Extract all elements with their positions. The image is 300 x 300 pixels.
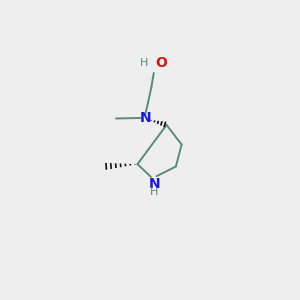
- Text: H: H: [150, 187, 159, 197]
- Text: N: N: [139, 111, 151, 125]
- Text: N: N: [148, 177, 160, 191]
- Text: O: O: [156, 56, 167, 70]
- Text: H: H: [140, 58, 148, 68]
